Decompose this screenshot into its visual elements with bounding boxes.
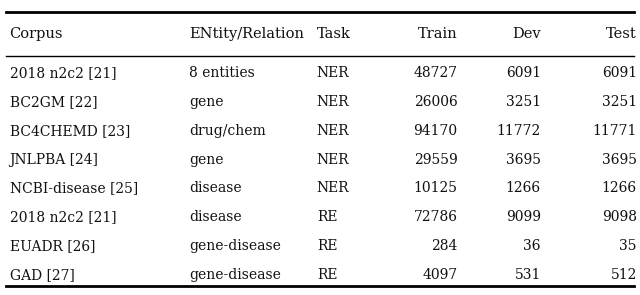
Text: RE: RE (317, 210, 337, 224)
Text: 35: 35 (620, 239, 637, 253)
Text: 9098: 9098 (602, 210, 637, 224)
Text: disease: disease (189, 181, 241, 195)
Text: 3251: 3251 (602, 95, 637, 109)
Text: RE: RE (317, 239, 337, 253)
Text: drug/chem: drug/chem (189, 124, 266, 138)
Text: EUADR [26]: EUADR [26] (10, 239, 95, 253)
Text: 6091: 6091 (506, 66, 541, 80)
Text: 3695: 3695 (602, 153, 637, 167)
Text: gene: gene (189, 95, 223, 109)
Text: 3251: 3251 (506, 95, 541, 109)
Text: RE: RE (317, 268, 337, 282)
Text: 10125: 10125 (413, 181, 458, 195)
Text: 8 entities: 8 entities (189, 66, 255, 80)
Text: 94170: 94170 (413, 124, 458, 138)
Text: Dev: Dev (512, 27, 541, 41)
Text: 1266: 1266 (506, 181, 541, 195)
Text: NCBI-disease [25]: NCBI-disease [25] (10, 181, 138, 195)
Text: 6091: 6091 (602, 66, 637, 80)
Text: disease: disease (189, 210, 241, 224)
Text: Corpus: Corpus (10, 27, 63, 41)
Text: 531: 531 (515, 268, 541, 282)
Text: 29559: 29559 (414, 153, 458, 167)
Text: 512: 512 (611, 268, 637, 282)
Text: Task: Task (317, 27, 351, 41)
Text: NER: NER (317, 124, 349, 138)
Text: 4097: 4097 (422, 268, 458, 282)
Text: 2018 n2c2 [21]: 2018 n2c2 [21] (10, 210, 116, 224)
Text: 11771: 11771 (593, 124, 637, 138)
Text: 2018 n2c2 [21]: 2018 n2c2 [21] (10, 66, 116, 80)
Text: 11772: 11772 (497, 124, 541, 138)
Text: gene: gene (189, 153, 223, 167)
Text: 3695: 3695 (506, 153, 541, 167)
Text: BC2GM [22]: BC2GM [22] (10, 95, 97, 109)
Text: gene-disease: gene-disease (189, 239, 281, 253)
Text: 72786: 72786 (413, 210, 458, 224)
Text: 1266: 1266 (602, 181, 637, 195)
Text: 284: 284 (431, 239, 458, 253)
Text: gene-disease: gene-disease (189, 268, 281, 282)
Text: Train: Train (418, 27, 458, 41)
Text: NER: NER (317, 181, 349, 195)
Text: ENtity/Relation: ENtity/Relation (189, 27, 304, 41)
Text: NER: NER (317, 153, 349, 167)
Text: Test: Test (606, 27, 637, 41)
Text: NER: NER (317, 95, 349, 109)
Text: BC4CHEMD [23]: BC4CHEMD [23] (10, 124, 130, 138)
Text: 26006: 26006 (414, 95, 458, 109)
Text: GAD [27]: GAD [27] (10, 268, 74, 282)
Text: 48727: 48727 (413, 66, 458, 80)
Text: NER: NER (317, 66, 349, 80)
Text: JNLPBA [24]: JNLPBA [24] (10, 153, 99, 167)
Text: 9099: 9099 (506, 210, 541, 224)
Text: 36: 36 (524, 239, 541, 253)
